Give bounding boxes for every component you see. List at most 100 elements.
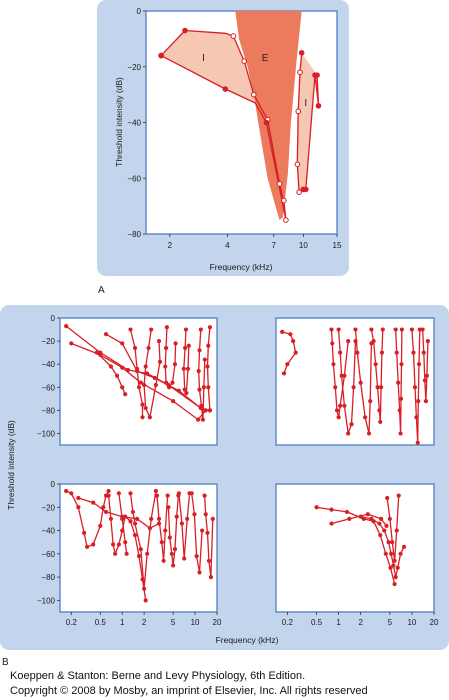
data-point — [336, 327, 341, 332]
data-point — [197, 570, 202, 575]
data-point — [329, 521, 334, 526]
data-point — [314, 505, 319, 510]
data-point — [69, 491, 74, 496]
data-point — [120, 341, 125, 346]
tuning-curve-bottom-left-10 — [203, 495, 214, 578]
data-point — [149, 327, 154, 332]
data-point — [399, 362, 404, 367]
data-point — [385, 495, 390, 501]
tuning-curve-bottom-left-4 — [118, 493, 128, 554]
data-point — [201, 385, 206, 390]
data-point — [98, 523, 103, 528]
data-point — [153, 382, 158, 388]
y-tick-label: −20 — [41, 337, 55, 346]
x-tick-label: 0.2 — [66, 618, 78, 627]
data-point — [331, 362, 336, 367]
x-tick-label: 1 — [336, 618, 341, 627]
data-point — [358, 380, 363, 385]
x-tick-label: 2 — [142, 618, 147, 627]
data-point — [291, 338, 296, 344]
excitatory-area — [235, 11, 302, 221]
data-point — [368, 399, 373, 404]
tuning-curve-1 — [160, 29, 287, 221]
x-tick-label: 10 — [407, 618, 416, 627]
data-point — [152, 375, 157, 381]
data-point — [288, 332, 293, 337]
data-point — [379, 385, 384, 390]
data-point — [398, 396, 404, 401]
y-tick-label: −60 — [41, 550, 55, 559]
data-point — [124, 551, 129, 556]
data-point — [134, 366, 140, 371]
panel-b-bottom-left-curves — [64, 488, 215, 603]
data-point — [394, 350, 399, 355]
data-point — [189, 491, 194, 496]
y-tick-label: 0 — [137, 7, 142, 16]
data-point — [398, 431, 403, 436]
data-point — [203, 408, 208, 413]
data-point — [143, 364, 148, 369]
data-point — [176, 491, 182, 496]
data-point — [205, 530, 210, 535]
panel-b-letter: B — [2, 657, 9, 668]
data-point — [391, 563, 396, 568]
data-point — [355, 350, 360, 355]
region-label-2: E — [262, 53, 269, 64]
data-point — [369, 516, 374, 522]
data-point — [349, 422, 354, 427]
data-point — [366, 431, 372, 436]
data-point — [114, 373, 120, 378]
tuning-curve-top-left-9 — [198, 329, 206, 421]
data-point — [387, 516, 392, 522]
data-point — [202, 357, 207, 362]
data-point — [156, 516, 162, 522]
data-point — [171, 399, 176, 404]
data-point — [200, 417, 205, 422]
x-tick-label: 1 — [120, 618, 125, 627]
y-tick-label: −60 — [41, 383, 55, 392]
data-point — [140, 415, 145, 420]
data-point — [134, 516, 140, 522]
panel-b-bottom-right-curves — [314, 493, 407, 587]
data-point — [170, 380, 175, 385]
data-point — [76, 495, 81, 501]
data-point — [143, 405, 148, 411]
data-point — [123, 392, 128, 397]
data-point — [132, 533, 138, 538]
data-point — [163, 528, 168, 533]
data-point — [120, 385, 125, 390]
data-point — [120, 365, 125, 370]
data-point — [198, 327, 203, 332]
tuning-curve-top-right-6 — [395, 329, 403, 435]
data-point — [64, 323, 69, 329]
data-point — [171, 563, 176, 568]
data-point — [179, 521, 185, 526]
data-point — [91, 500, 96, 505]
data-point — [339, 373, 344, 378]
caption-line-1: Koeppen & Stanton: Berne and Levy Physio… — [10, 670, 306, 682]
data-point — [363, 415, 368, 420]
data-point — [329, 327, 334, 332]
data-point — [346, 338, 351, 344]
data-point — [416, 362, 422, 367]
data-point — [132, 345, 138, 351]
panel-b-x-axis-label: Frequency (kHz) — [216, 635, 279, 645]
data-point — [424, 373, 429, 378]
data-point — [207, 325, 213, 330]
data-point — [389, 551, 394, 556]
data-point — [108, 516, 114, 522]
data-point — [210, 516, 215, 522]
x-tick-label: 15 — [333, 241, 342, 250]
data-point — [205, 364, 210, 369]
data-point — [85, 544, 90, 549]
data-point — [123, 540, 128, 545]
tuning-curve-bottom-left-6 — [156, 495, 169, 562]
data-point — [101, 505, 106, 510]
data-point — [420, 327, 425, 332]
data-point — [399, 327, 405, 332]
y-tick-label: −80 — [127, 230, 141, 239]
data-point — [128, 491, 133, 496]
data-point — [415, 440, 420, 445]
panel-a-letter: A — [98, 285, 105, 296]
data-point — [120, 516, 125, 522]
